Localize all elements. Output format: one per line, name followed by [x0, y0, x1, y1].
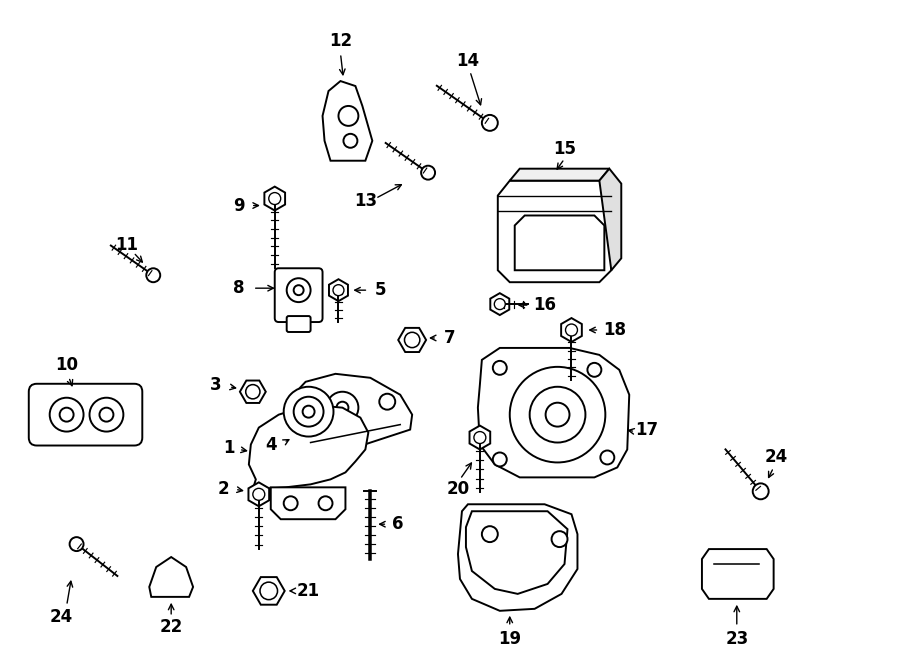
Circle shape	[59, 408, 74, 422]
Polygon shape	[291, 374, 412, 447]
Circle shape	[269, 192, 281, 204]
Polygon shape	[149, 557, 194, 597]
Circle shape	[552, 531, 568, 547]
Text: 17: 17	[635, 420, 659, 439]
Text: 12: 12	[328, 32, 352, 50]
Text: 20: 20	[446, 481, 470, 498]
Text: 6: 6	[392, 515, 404, 533]
Circle shape	[327, 392, 358, 424]
Text: 19: 19	[499, 630, 521, 648]
Circle shape	[545, 403, 570, 426]
Circle shape	[287, 278, 310, 302]
Circle shape	[300, 426, 311, 438]
Text: 2: 2	[217, 481, 229, 498]
Polygon shape	[470, 426, 490, 449]
Text: 7: 7	[445, 329, 455, 347]
Text: 4: 4	[265, 436, 276, 453]
Circle shape	[338, 106, 358, 126]
Polygon shape	[248, 483, 269, 506]
Polygon shape	[329, 279, 348, 301]
Circle shape	[482, 115, 498, 131]
Circle shape	[530, 387, 585, 442]
Circle shape	[246, 385, 260, 399]
Polygon shape	[491, 293, 509, 315]
Circle shape	[253, 488, 265, 500]
Text: 11: 11	[115, 237, 138, 254]
Polygon shape	[271, 487, 346, 519]
Circle shape	[147, 268, 160, 282]
FancyBboxPatch shape	[29, 384, 142, 446]
Circle shape	[100, 408, 113, 422]
Circle shape	[600, 451, 615, 465]
Polygon shape	[248, 405, 368, 489]
Circle shape	[89, 398, 123, 432]
Text: 14: 14	[456, 52, 480, 70]
Text: 24: 24	[50, 608, 73, 626]
FancyBboxPatch shape	[274, 268, 322, 322]
Polygon shape	[322, 81, 373, 161]
Circle shape	[293, 397, 323, 426]
Polygon shape	[561, 318, 581, 342]
Circle shape	[50, 398, 84, 432]
Circle shape	[284, 387, 334, 436]
Text: 22: 22	[159, 618, 183, 636]
Text: 15: 15	[553, 139, 576, 158]
Circle shape	[319, 496, 332, 510]
Text: 5: 5	[374, 281, 386, 299]
Text: 21: 21	[297, 582, 320, 600]
Circle shape	[565, 324, 578, 336]
Text: 9: 9	[233, 196, 245, 215]
Circle shape	[474, 432, 486, 444]
Text: 23: 23	[725, 630, 749, 648]
Polygon shape	[240, 381, 266, 403]
Polygon shape	[702, 549, 774, 599]
Polygon shape	[253, 577, 284, 605]
Polygon shape	[509, 169, 609, 180]
Polygon shape	[498, 180, 611, 282]
Circle shape	[293, 285, 303, 295]
Polygon shape	[466, 511, 568, 594]
Circle shape	[482, 526, 498, 542]
Circle shape	[260, 582, 277, 600]
Text: 13: 13	[354, 192, 377, 210]
Circle shape	[509, 367, 606, 463]
Circle shape	[421, 166, 435, 180]
Circle shape	[302, 406, 315, 418]
Circle shape	[333, 285, 344, 295]
Circle shape	[752, 483, 769, 499]
Text: 8: 8	[233, 279, 245, 297]
Circle shape	[494, 299, 505, 309]
Text: 3: 3	[211, 375, 221, 394]
Polygon shape	[458, 504, 578, 611]
Circle shape	[493, 453, 507, 467]
Text: 1: 1	[223, 438, 235, 457]
Circle shape	[69, 537, 84, 551]
Polygon shape	[478, 348, 629, 477]
Circle shape	[379, 394, 395, 410]
Circle shape	[337, 402, 348, 414]
Polygon shape	[515, 215, 604, 270]
Text: 16: 16	[533, 296, 556, 314]
FancyBboxPatch shape	[287, 316, 310, 332]
Text: 18: 18	[603, 321, 625, 339]
Polygon shape	[599, 169, 621, 270]
Text: 10: 10	[55, 356, 78, 374]
Circle shape	[493, 361, 507, 375]
Text: 24: 24	[765, 448, 788, 467]
Circle shape	[588, 363, 601, 377]
Circle shape	[344, 134, 357, 148]
Polygon shape	[398, 328, 426, 352]
Polygon shape	[265, 186, 285, 210]
Circle shape	[404, 332, 419, 348]
Circle shape	[284, 496, 298, 510]
